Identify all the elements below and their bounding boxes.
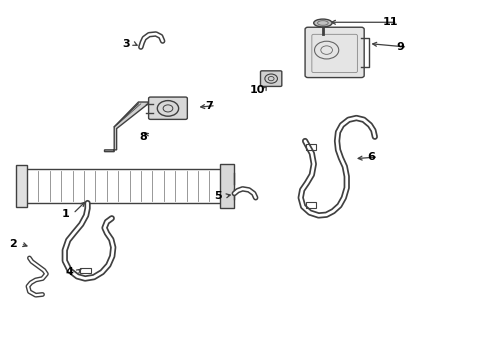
Text: 4: 4	[66, 267, 74, 277]
Bar	[306, 144, 316, 150]
Bar	[80, 268, 91, 273]
Text: 1: 1	[62, 209, 70, 219]
Ellipse shape	[314, 19, 332, 27]
Text: 11: 11	[383, 17, 398, 27]
FancyBboxPatch shape	[305, 27, 364, 77]
Bar	[306, 202, 316, 208]
Text: 6: 6	[367, 152, 375, 162]
Bar	[22, 169, 225, 203]
Polygon shape	[104, 102, 148, 152]
FancyBboxPatch shape	[220, 164, 234, 208]
Text: 5: 5	[215, 191, 222, 201]
Text: 7: 7	[205, 100, 213, 111]
Text: 3: 3	[122, 39, 130, 49]
Text: 9: 9	[396, 42, 404, 52]
FancyBboxPatch shape	[16, 165, 27, 207]
Text: 8: 8	[139, 132, 147, 143]
Text: 10: 10	[249, 85, 265, 95]
Text: 2: 2	[10, 239, 17, 249]
FancyBboxPatch shape	[148, 97, 187, 120]
FancyBboxPatch shape	[261, 71, 282, 86]
